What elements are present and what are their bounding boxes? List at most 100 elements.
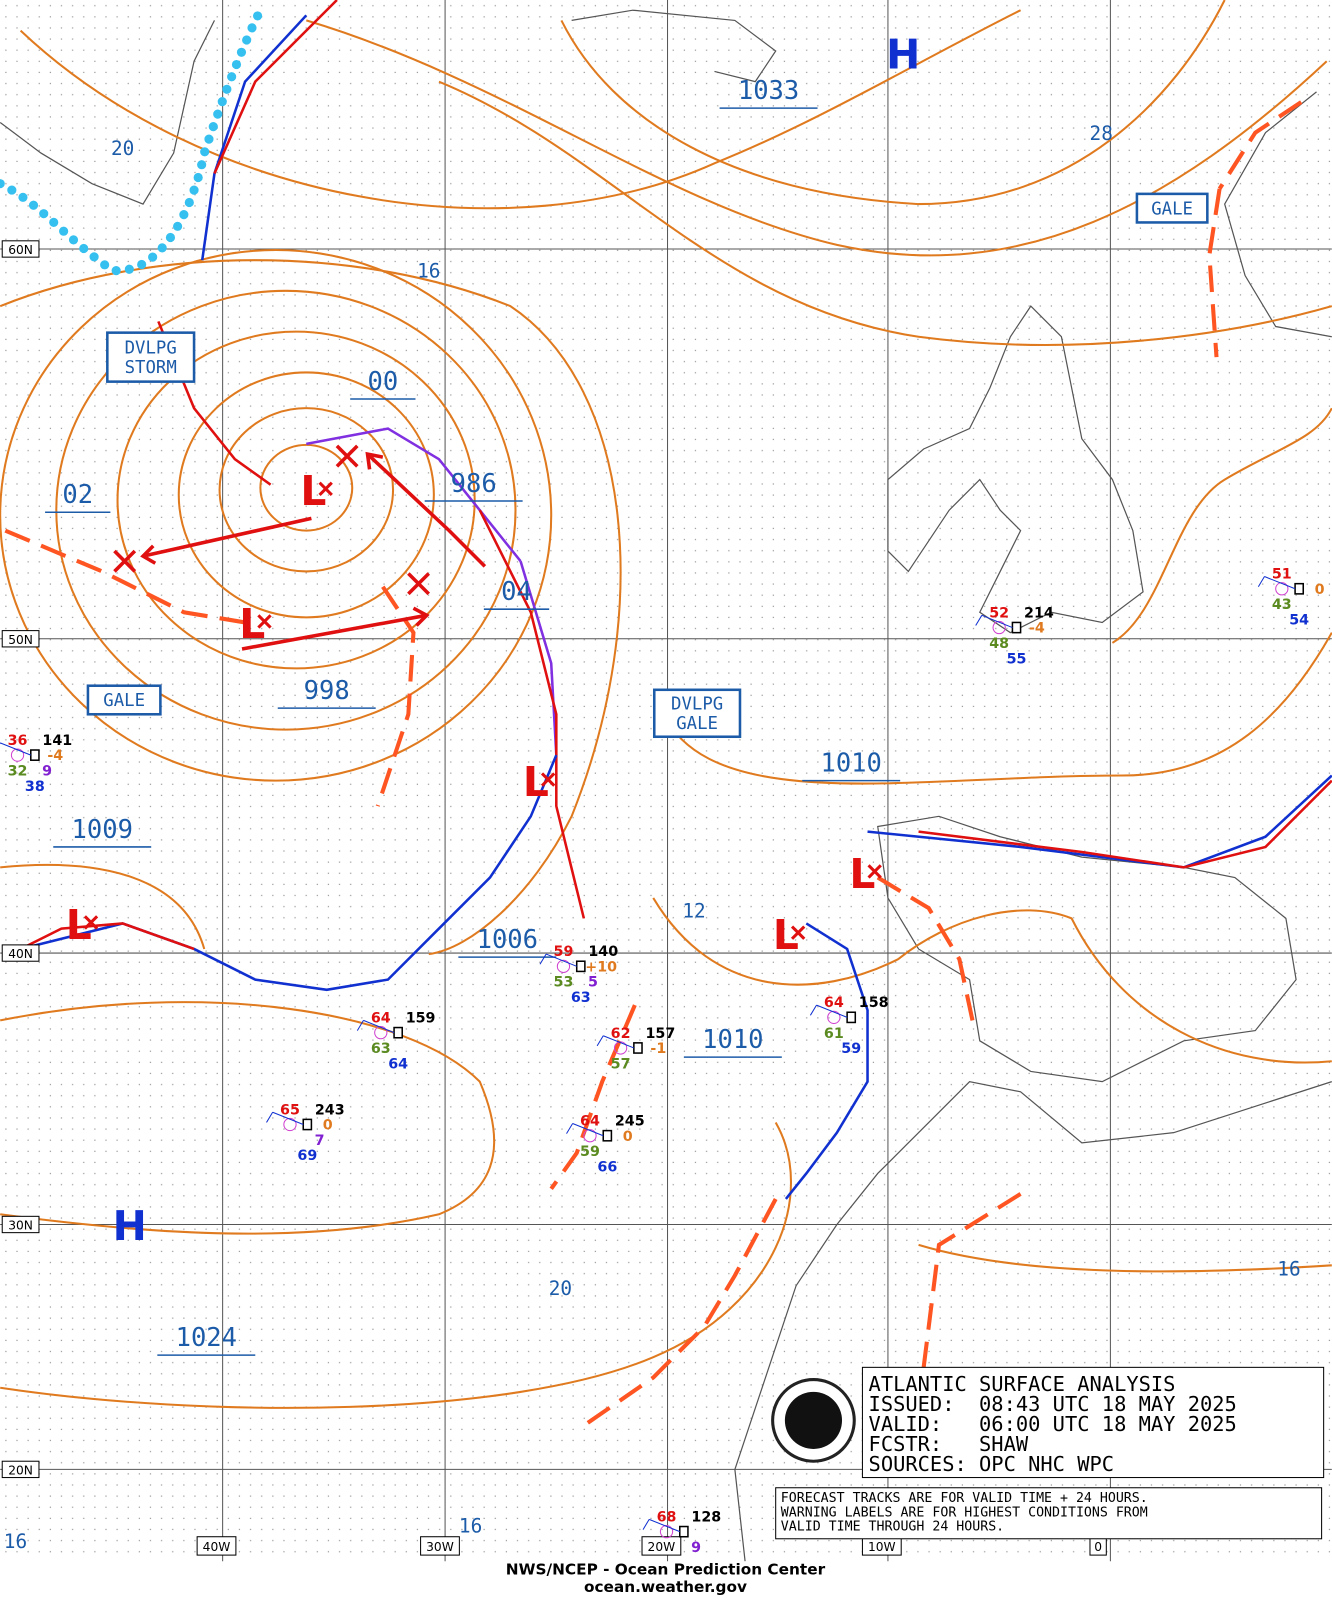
station-dewpoint: 48 bbox=[989, 636, 1009, 652]
title-line: ISSUED: 08:43 UTC 18 MAY 2025 bbox=[869, 1392, 1237, 1416]
station-pressure: 159 bbox=[406, 1010, 436, 1026]
station-temp: 64 bbox=[371, 1010, 391, 1026]
note-line: WARNING LABELS ARE FOR HIGHEST CONDITION… bbox=[781, 1505, 1148, 1520]
station-temp: 68 bbox=[657, 1509, 677, 1525]
isobar-label: 04 bbox=[501, 577, 532, 607]
title-box bbox=[861, 1366, 1325, 1479]
wind-barb bbox=[356, 1019, 395, 1034]
station-symbol bbox=[30, 749, 40, 761]
warning-label: GALE bbox=[103, 691, 145, 711]
station-tendency: -4 bbox=[47, 748, 63, 764]
wind-barb bbox=[566, 1122, 604, 1137]
high-center: H bbox=[113, 1202, 147, 1250]
station-tendency: 0 bbox=[323, 1118, 333, 1134]
lon-label: 30W bbox=[426, 1540, 454, 1554]
isobars bbox=[0, 0, 1332, 1409]
station-tendency: +10 bbox=[585, 959, 617, 975]
lon-label-box bbox=[196, 1536, 237, 1556]
station-pressure: 245 bbox=[615, 1114, 645, 1130]
station-sst: 64 bbox=[388, 1056, 408, 1072]
station-symbol bbox=[302, 1118, 313, 1131]
lon-label: 40W bbox=[203, 1540, 231, 1554]
station-symbol bbox=[602, 1129, 613, 1142]
station-sst: 38 bbox=[25, 779, 45, 795]
station-sst: 54 bbox=[1289, 612, 1309, 628]
pressure-label: 998 bbox=[304, 676, 350, 706]
station-circle bbox=[1275, 582, 1289, 596]
warning-label: DVLPG bbox=[671, 695, 723, 715]
station-dewpoint: 53 bbox=[554, 975, 574, 991]
isobar-label: 02 bbox=[62, 480, 93, 510]
title-line: SOURCES: OPC NHC WPC bbox=[869, 1452, 1115, 1476]
lon-label-box bbox=[641, 1536, 682, 1556]
lon-label: 0 bbox=[1094, 1540, 1102, 1554]
low-mark bbox=[83, 915, 99, 930]
pressure-label: 1024 bbox=[176, 1323, 237, 1353]
station-symbol bbox=[846, 1011, 857, 1024]
station-temp: 65 bbox=[280, 1102, 300, 1118]
lat-label: 20N bbox=[8, 1463, 33, 1477]
ice-edge bbox=[0, 5, 265, 276]
warning-box bbox=[652, 688, 742, 739]
isobar-label: 20 bbox=[111, 137, 134, 160]
station-pressure: 140 bbox=[588, 944, 618, 960]
pressure-label: 1033 bbox=[738, 76, 799, 106]
isobar-label: 00 bbox=[367, 367, 398, 397]
wind-barb bbox=[642, 1518, 680, 1533]
station-tendency: -1 bbox=[650, 1041, 666, 1057]
station-temp: 62 bbox=[611, 1026, 631, 1042]
station-circle bbox=[556, 959, 571, 973]
footer-agency: NWS/NCEP - Ocean Prediction Center bbox=[506, 1560, 826, 1578]
note-line: FORECAST TRACKS ARE FOR VALID TIME + 24 … bbox=[781, 1491, 1148, 1506]
lon-label: 10W bbox=[868, 1540, 896, 1554]
station-pressure: 128 bbox=[691, 1509, 721, 1525]
pressure-label: 1006 bbox=[477, 925, 538, 955]
station-symbol bbox=[633, 1042, 643, 1054]
station-pressure: 158 bbox=[859, 995, 889, 1011]
isobar-label: 20 bbox=[549, 1277, 572, 1300]
station-temp: 51 bbox=[1272, 567, 1292, 583]
lat-label-box bbox=[1, 630, 40, 648]
high-center: H bbox=[886, 30, 920, 78]
station-circle bbox=[283, 1117, 297, 1132]
warning-label: DVLPG bbox=[125, 339, 177, 359]
station-circle bbox=[659, 1525, 674, 1539]
station-dewpoint: 59 bbox=[580, 1144, 600, 1160]
low-mark bbox=[257, 614, 272, 629]
station-dewpoint: 57 bbox=[611, 1056, 631, 1072]
lon-label: 20W bbox=[648, 1540, 676, 1554]
warning-box bbox=[86, 684, 162, 716]
station-sst: 59 bbox=[841, 1041, 861, 1057]
fronts bbox=[20, 0, 1332, 1200]
station-circle bbox=[613, 1041, 628, 1055]
station-temp: 64 bbox=[580, 1114, 600, 1130]
station-extra: 7 bbox=[315, 1133, 325, 1149]
station-tendency: 0 bbox=[623, 1129, 633, 1145]
lat-label-box bbox=[1, 1215, 40, 1234]
station-temp: 52 bbox=[989, 605, 1009, 621]
isobar-label: 16 bbox=[1277, 1258, 1300, 1281]
station-temp: 59 bbox=[554, 944, 574, 960]
station-symbol bbox=[393, 1026, 403, 1039]
station-symbol bbox=[1011, 621, 1022, 634]
lon-label-box bbox=[420, 1536, 460, 1556]
station-pressure: 214 bbox=[1024, 605, 1054, 621]
wind-barb bbox=[809, 1004, 848, 1018]
station-tendency: -4 bbox=[1029, 621, 1045, 637]
warning-label: GALE bbox=[676, 714, 718, 734]
lat-label: 30N bbox=[8, 1219, 33, 1233]
title-line: VALID: 06:00 UTC 18 MAY 2025 bbox=[869, 1412, 1237, 1436]
pressure-label: 986 bbox=[451, 469, 497, 499]
pressure-label: 1010 bbox=[820, 748, 881, 778]
wind-barb bbox=[1257, 576, 1296, 590]
station-extra: 5 bbox=[588, 975, 598, 991]
isobar-label: 28 bbox=[1090, 122, 1113, 145]
station-symbol bbox=[679, 1525, 689, 1538]
footer-url: ocean.weather.gov bbox=[584, 1578, 747, 1596]
noaa-logo-inner bbox=[784, 1391, 843, 1449]
station-circle bbox=[827, 1010, 841, 1024]
station-circle bbox=[374, 1026, 388, 1040]
isobar-label: 16 bbox=[4, 1530, 27, 1553]
